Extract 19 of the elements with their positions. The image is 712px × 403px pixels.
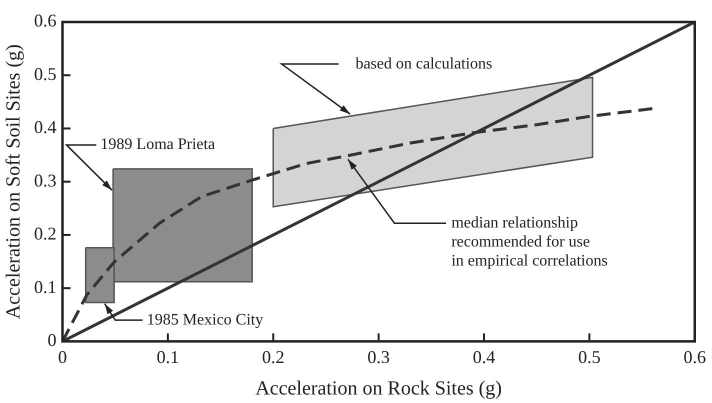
y-tick-label: 0.1: [34, 276, 56, 297]
y-tick-label: 0.2: [34, 224, 56, 244]
x-axis-title: Acceleration on Rock Sites (g): [255, 377, 502, 400]
x-tick-label: 0.4: [472, 346, 496, 367]
y-tick-label: 0.3: [34, 170, 56, 190]
annotation: median relationship recommended for use in empirical correlations: [451, 214, 608, 270]
x-tick-label: 0.1: [156, 346, 180, 367]
y-tick-label: 0.4: [34, 117, 56, 138]
annotation: based on calculations: [355, 55, 492, 72]
y-axis-title: Acceleration on Soft Soil Sites (g): [2, 44, 24, 320]
annotation: 1985 Mexico City: [146, 311, 264, 328]
x-tick-label: 0.3: [367, 346, 390, 367]
y-tick-label: 0: [48, 330, 56, 350]
x-tick-label: 0.6: [684, 346, 706, 367]
annotation: 1989 Loma Prieta: [100, 136, 216, 154]
y-tick-label: 0.5: [34, 64, 56, 84]
x-tick-label: 0.2: [262, 346, 284, 367]
y-tick-label: 0.6: [34, 10, 56, 31]
x-tick-label: 0.5: [578, 346, 601, 367]
